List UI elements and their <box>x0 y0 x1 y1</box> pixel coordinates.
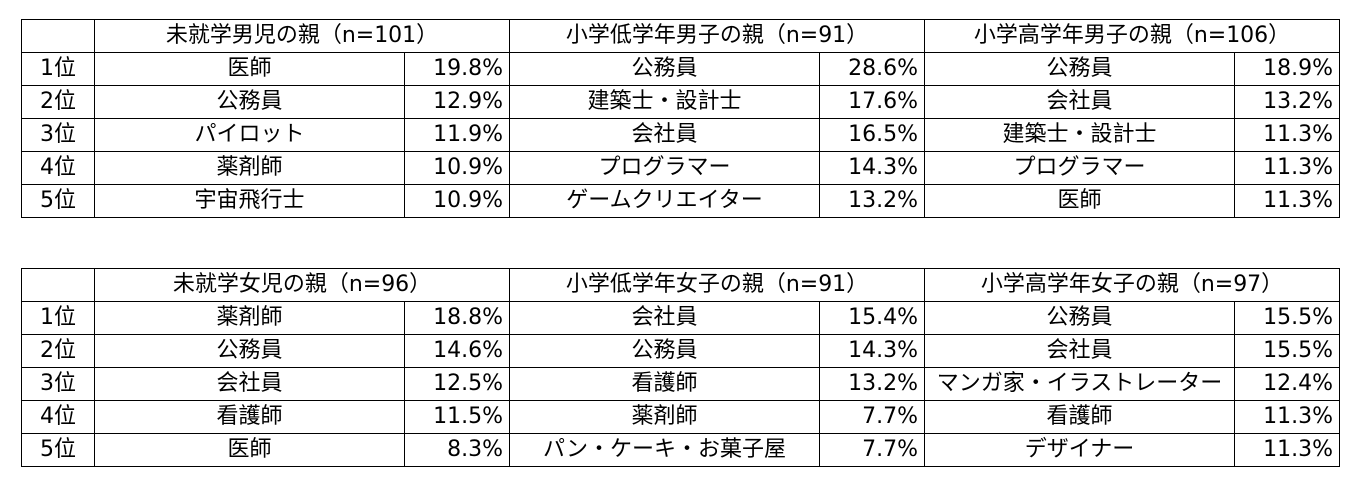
corner-cell <box>21 268 95 302</box>
table-row: 2位 公務員 12.9% 建築士・設計士 17.6% 会社員 13.2% <box>21 85 1340 119</box>
percentage-cell: 11.3% <box>1234 400 1340 434</box>
occupation-cell: 会社員 <box>509 301 820 335</box>
table-row: 5位 医師 8.3% パン・ケーキ・お菓子屋 7.7% デザイナー 11.3% <box>21 433 1340 467</box>
percentage-cell: 10.9% <box>404 151 510 185</box>
percentage-cell: 15.4% <box>819 301 925 335</box>
percentage-cell: 14.3% <box>819 334 925 368</box>
percentage-cell: 13.2% <box>819 367 925 401</box>
percentage-cell: 12.5% <box>404 367 510 401</box>
table-row: 3位 会社員 12.5% 看護師 13.2% マンガ家・イラストレーター 12.… <box>21 367 1340 401</box>
percentage-cell: 18.9% <box>1234 52 1340 86</box>
rank-label: 1位 <box>21 301 95 335</box>
group-header-preschool-boys: 未就学男児の親（n=101） <box>94 19 510 53</box>
rank-label: 3位 <box>21 367 95 401</box>
occupation-cell: 宇宙飛行士 <box>94 184 405 218</box>
header-row: 未就学女児の親（n=96） 小学低学年女子の親（n=91） 小学高学年女子の親（… <box>21 268 1340 302</box>
occupation-cell: 公務員 <box>924 301 1235 335</box>
rank-label: 2位 <box>21 334 95 368</box>
percentage-cell: 8.3% <box>404 433 510 467</box>
percentage-cell: 11.9% <box>404 118 510 152</box>
occupation-cell: 公務員 <box>94 334 405 368</box>
occupation-cell: パン・ケーキ・お菓子屋 <box>509 433 820 467</box>
girls-ranking-table: 未就学女児の親（n=96） 小学低学年女子の親（n=91） 小学高学年女子の親（… <box>21 268 1340 467</box>
percentage-cell: 7.7% <box>819 433 925 467</box>
occupation-cell: 公務員 <box>509 52 820 86</box>
percentage-cell: 11.3% <box>1234 433 1340 467</box>
group-header-upper-elementary-boys: 小学高学年男子の親（n=106） <box>924 19 1340 53</box>
percentage-cell: 11.3% <box>1234 151 1340 185</box>
percentage-cell: 15.5% <box>1234 334 1340 368</box>
percentage-cell: 7.7% <box>819 400 925 434</box>
percentage-cell: 11.3% <box>1234 118 1340 152</box>
percentage-cell: 14.3% <box>819 151 925 185</box>
rank-label: 4位 <box>21 400 95 434</box>
occupation-cell: ゲームクリエイター <box>509 184 820 218</box>
percentage-cell: 12.4% <box>1234 367 1340 401</box>
occupation-cell: 医師 <box>94 52 405 86</box>
occupation-cell: デザイナー <box>924 433 1235 467</box>
group-header-lower-elementary-girls: 小学低学年女子の親（n=91） <box>509 268 925 302</box>
percentage-cell: 13.2% <box>819 184 925 218</box>
occupation-cell: 公務員 <box>509 334 820 368</box>
occupation-cell: 建築士・設計士 <box>509 85 820 119</box>
percentage-cell: 16.5% <box>819 118 925 152</box>
occupation-cell: 薬剤師 <box>94 151 405 185</box>
table-row: 4位 薬剤師 10.9% プログラマー 14.3% プログラマー 11.3% <box>21 151 1340 185</box>
occupation-cell: 看護師 <box>94 400 405 434</box>
percentage-cell: 13.2% <box>1234 85 1340 119</box>
occupation-cell: 建築士・設計士 <box>924 118 1235 152</box>
percentage-cell: 19.8% <box>404 52 510 86</box>
occupation-cell: 公務員 <box>924 52 1235 86</box>
rank-label: 5位 <box>21 433 95 467</box>
occupation-cell: 公務員 <box>94 85 405 119</box>
occupation-cell: 看護師 <box>924 400 1235 434</box>
table-row: 1位 医師 19.8% 公務員 28.6% 公務員 18.9% <box>21 52 1340 86</box>
occupation-cell: 医師 <box>94 433 405 467</box>
table-row: 5位 宇宙飛行士 10.9% ゲームクリエイター 13.2% 医師 11.3% <box>21 184 1340 218</box>
occupation-cell: 薬剤師 <box>94 301 405 335</box>
percentage-cell: 14.6% <box>404 334 510 368</box>
occupation-cell: 看護師 <box>509 367 820 401</box>
rank-label: 1位 <box>21 52 95 86</box>
occupation-cell: パイロット <box>94 118 405 152</box>
percentage-cell: 10.9% <box>404 184 510 218</box>
percentage-cell: 17.6% <box>819 85 925 119</box>
rank-label: 4位 <box>21 151 95 185</box>
percentage-cell: 12.9% <box>404 85 510 119</box>
header-row: 未就学男児の親（n=101） 小学低学年男子の親（n=91） 小学高学年男子の親… <box>21 19 1340 53</box>
rank-label: 2位 <box>21 85 95 119</box>
percentage-cell: 11.3% <box>1234 184 1340 218</box>
table-row: 2位 公務員 14.6% 公務員 14.3% 会社員 15.5% <box>21 334 1340 368</box>
table-row: 3位 パイロット 11.9% 会社員 16.5% 建築士・設計士 11.3% <box>21 118 1340 152</box>
group-header-upper-elementary-girls: 小学高学年女子の親（n=97） <box>924 268 1340 302</box>
occupation-cell: 会社員 <box>94 367 405 401</box>
percentage-cell: 18.8% <box>404 301 510 335</box>
group-header-preschool-girls: 未就学女児の親（n=96） <box>94 268 510 302</box>
percentage-cell: 28.6% <box>819 52 925 86</box>
occupation-cell: 会社員 <box>509 118 820 152</box>
rank-label: 5位 <box>21 184 95 218</box>
rank-label: 3位 <box>21 118 95 152</box>
table-row: 1位 薬剤師 18.8% 会社員 15.4% 公務員 15.5% <box>21 301 1340 335</box>
occupation-cell: マンガ家・イラストレーター <box>924 367 1235 401</box>
percentage-cell: 11.5% <box>404 400 510 434</box>
occupation-cell: 薬剤師 <box>509 400 820 434</box>
occupation-cell: 会社員 <box>924 85 1235 119</box>
corner-cell <box>21 19 95 53</box>
occupation-cell: 会社員 <box>924 334 1235 368</box>
group-header-lower-elementary-boys: 小学低学年男子の親（n=91） <box>509 19 925 53</box>
occupation-cell: プログラマー <box>509 151 820 185</box>
occupation-cell: 医師 <box>924 184 1235 218</box>
occupation-cell: プログラマー <box>924 151 1235 185</box>
boys-ranking-table: 未就学男児の親（n=101） 小学低学年男子の親（n=91） 小学高学年男子の親… <box>21 19 1340 218</box>
table-row: 4位 看護師 11.5% 薬剤師 7.7% 看護師 11.3% <box>21 400 1340 434</box>
percentage-cell: 15.5% <box>1234 301 1340 335</box>
